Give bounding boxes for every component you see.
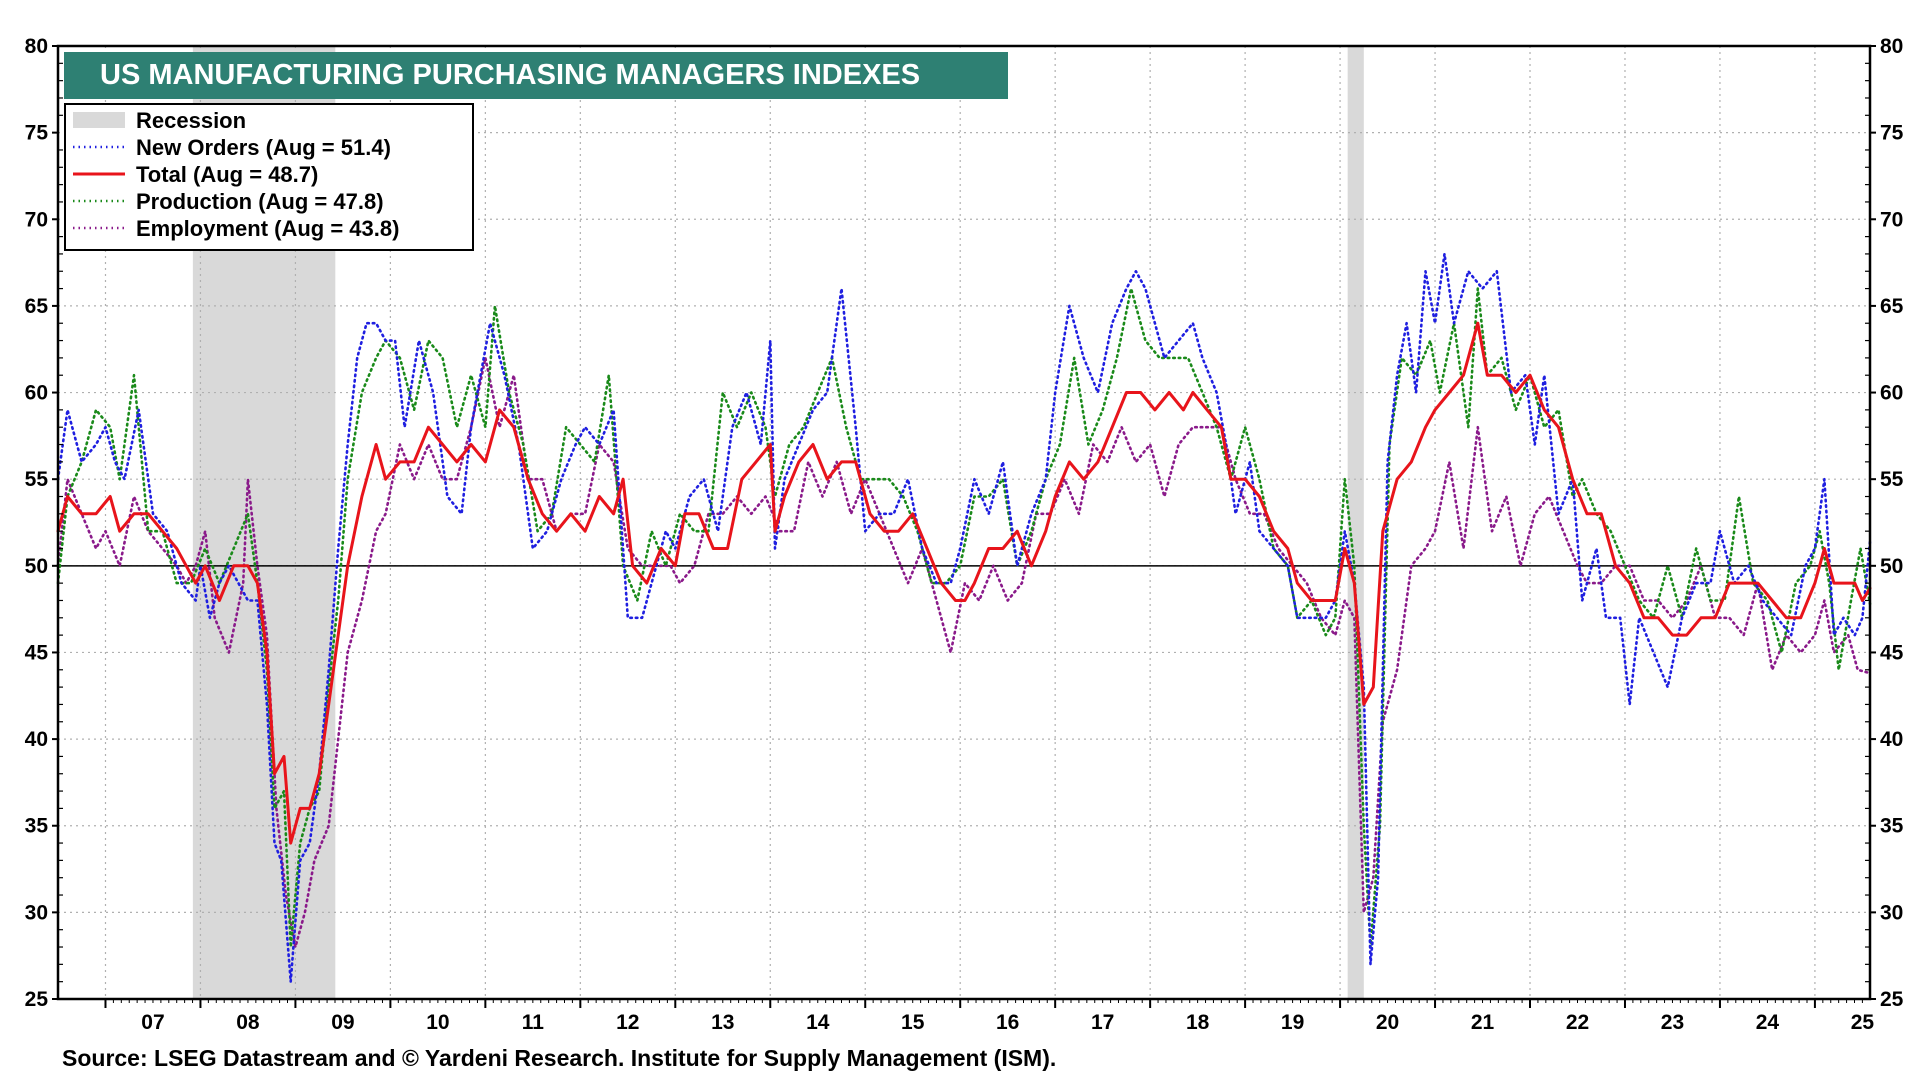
x-tick-label: 09: [331, 1011, 354, 1034]
x-tick-label: 21: [1471, 1011, 1495, 1034]
y-tick-label-left: 80: [25, 35, 48, 58]
x-tick-label: 15: [901, 1011, 925, 1034]
x-tick-label: 14: [806, 1011, 830, 1034]
y-tick-label-right: 45: [1880, 641, 1904, 664]
y-tick-label-right: 55: [1880, 468, 1904, 491]
series-line-new-orders: [56, 252, 1872, 983]
legend-label: Employment (Aug = 43.8): [136, 216, 399, 241]
y-tick-label-left: 30: [25, 901, 48, 924]
y-tick-label-right: 80: [1880, 35, 1903, 58]
y-tick-label-left: 60: [25, 382, 48, 405]
source-note: Source: LSEG Datastream and © Yardeni Re…: [62, 1045, 1057, 1071]
y-tick-label-right: 40: [1880, 728, 1903, 751]
chart-title: US MANUFACTURING PURCHASING MANAGERS IND…: [100, 59, 920, 91]
x-tick-label: 18: [1186, 1011, 1210, 1034]
series-line-total: [56, 321, 1872, 845]
y-tick-label-left: 75: [25, 122, 49, 145]
x-tick-label: 22: [1566, 1011, 1589, 1034]
x-tick-label: 10: [426, 1011, 449, 1034]
y-tick-label-right: 65: [1880, 295, 1904, 318]
x-tick-label: 08: [236, 1011, 260, 1034]
y-tick-label-left: 55: [25, 468, 49, 491]
x-tick-label: 25: [1851, 1011, 1875, 1034]
x-tick-label: 20: [1376, 1011, 1399, 1034]
y-tick-label-left: 25: [25, 988, 49, 1011]
x-tick-label: 12: [616, 1011, 639, 1034]
y-tick-label-left: 70: [25, 208, 48, 231]
y-tick-label-left: 40: [25, 728, 48, 751]
y-tick-label-right: 35: [1880, 815, 1904, 838]
x-tick-label: 23: [1661, 1011, 1684, 1034]
series-line-employment: [56, 356, 1872, 949]
x-tick-label: 07: [141, 1011, 164, 1034]
y-tick-label-right: 70: [1880, 208, 1903, 231]
legend-recession-label: Recession: [136, 108, 246, 133]
legend-box: [64, 103, 474, 251]
y-tick-label-right: 75: [1880, 122, 1904, 145]
legend-label: Total (Aug = 48.7): [136, 162, 318, 187]
plot-border: [56, 44, 1872, 1001]
x-tick-label: 19: [1281, 1011, 1304, 1034]
legend-recession-swatch: [73, 112, 125, 128]
y-tick-label-right: 50: [1880, 555, 1903, 578]
legend-label: Production (Aug = 47.8): [136, 189, 384, 214]
legend-label: New Orders (Aug = 51.4): [136, 135, 391, 160]
y-tick-label-left: 35: [25, 815, 49, 838]
y-tick-label-right: 30: [1880, 901, 1903, 924]
y-tick-label-right: 60: [1880, 382, 1903, 405]
y-tick-label-left: 65: [25, 295, 49, 318]
y-tick-label-right: 25: [1880, 988, 1904, 1011]
x-tick-label: 24: [1756, 1011, 1780, 1034]
x-tick-label: 11: [522, 1011, 545, 1034]
y-tick-label-left: 50: [25, 555, 48, 578]
y-tick-label-left: 45: [25, 641, 49, 664]
chart-title-banner: [64, 52, 1008, 99]
x-tick-label: 16: [996, 1011, 1019, 1034]
x-tick-label: 17: [1091, 1011, 1114, 1034]
x-tick-label: 13: [711, 1011, 734, 1034]
